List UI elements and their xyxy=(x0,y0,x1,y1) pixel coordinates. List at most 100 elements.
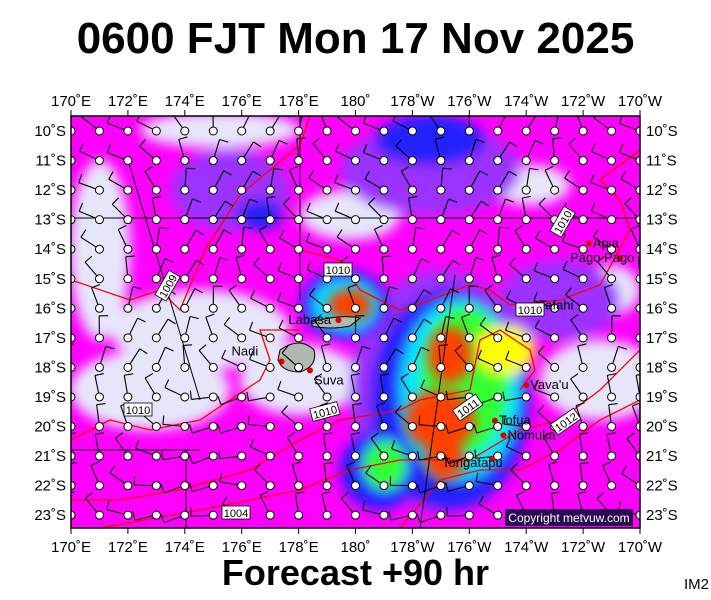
wind-barb xyxy=(71,185,76,195)
wind-barb xyxy=(464,200,490,225)
wind-barb xyxy=(321,491,332,520)
wind-barb xyxy=(624,197,640,225)
wind-barb xyxy=(294,137,306,166)
wind-barb xyxy=(180,198,202,225)
wind-barb xyxy=(334,202,360,225)
wind-barb xyxy=(94,432,105,461)
product-code: IM2 xyxy=(683,576,709,593)
wind-barb xyxy=(561,233,588,254)
wind-barb xyxy=(106,500,133,520)
wind-barb xyxy=(607,345,628,372)
latitude-label: 15˚S xyxy=(34,271,66,288)
wind-barb xyxy=(340,492,360,520)
wind-barb xyxy=(365,465,389,491)
wind-barb xyxy=(533,262,560,284)
latitude-label-right: 15˚S xyxy=(646,271,678,288)
wind-barb xyxy=(364,171,389,195)
isobar-value: 1010 xyxy=(326,265,350,277)
wind-barb xyxy=(228,284,247,313)
wind-barb xyxy=(277,292,304,313)
wind-barb xyxy=(436,315,455,343)
wind-barb xyxy=(71,274,76,284)
copyright-box xyxy=(505,509,633,526)
wind-barb xyxy=(144,166,161,195)
wind-barb xyxy=(208,200,234,225)
wind-barb xyxy=(248,321,275,343)
wind-barb xyxy=(537,345,560,372)
latitude-label: 19˚S xyxy=(34,389,66,406)
map-title: 0600 FJT Mon 17 Nov 2025 xyxy=(76,14,635,63)
place-label: Apia xyxy=(593,235,620,250)
wind-barb xyxy=(577,343,588,372)
place-marker xyxy=(278,358,285,365)
wind-barb xyxy=(630,224,640,254)
wind-barb xyxy=(493,198,515,225)
place-marker xyxy=(491,417,498,424)
latitude-label: 16˚S xyxy=(34,300,66,317)
wind-barb xyxy=(160,481,190,494)
wind-barb xyxy=(590,202,617,225)
forecast-label: Forecast +90 hr xyxy=(221,552,490,593)
wind-barb xyxy=(502,391,531,402)
latitude-label-right: 23˚S xyxy=(646,507,678,524)
longitude-label: 178˚E xyxy=(279,93,319,110)
wind-barb xyxy=(71,126,76,136)
place-marker xyxy=(617,255,624,262)
wind-barb xyxy=(388,510,417,521)
wind-barb xyxy=(221,349,247,372)
latitude-label-right: 18˚S xyxy=(646,359,678,376)
place-label: Nadi xyxy=(232,343,259,358)
longitude-label: 176˚E xyxy=(222,93,262,110)
wind-barb xyxy=(626,432,640,461)
wind-barb xyxy=(454,344,474,372)
wind-barb xyxy=(434,136,446,166)
longitude-label: 178˚W xyxy=(390,93,435,110)
wind-barb xyxy=(464,229,488,254)
wind-barb xyxy=(151,195,162,225)
wind-barb xyxy=(635,303,640,313)
wind-barb xyxy=(71,392,76,402)
wind-barb xyxy=(445,481,474,492)
wind-barb xyxy=(265,195,276,225)
wind-barb xyxy=(464,116,474,136)
wind-barb xyxy=(436,167,452,195)
wind-barb xyxy=(591,143,617,166)
wind-barb xyxy=(313,314,332,343)
isobar-label: 1010 xyxy=(323,262,353,277)
wind-barb xyxy=(94,373,104,402)
wind-barb xyxy=(237,226,253,254)
wind-barb xyxy=(237,141,262,166)
wind-barb xyxy=(379,348,404,372)
wind-barb xyxy=(250,289,275,313)
wind-barb xyxy=(91,284,104,313)
latitude-label: 13˚S xyxy=(34,212,66,229)
latitude-label-right: 16˚S xyxy=(646,300,678,317)
wind-barb xyxy=(308,170,332,195)
wind-barb xyxy=(208,170,232,195)
wind-barb xyxy=(188,451,218,465)
wind-barb xyxy=(379,255,392,284)
place-label: Vava'u xyxy=(530,377,568,392)
isobar-label: 1004 xyxy=(221,505,251,520)
place-label: Tofua xyxy=(499,413,532,428)
wind-barb xyxy=(71,215,76,225)
wind-barb xyxy=(346,461,360,491)
wind-barb xyxy=(109,465,133,491)
wind-barb xyxy=(198,344,218,372)
wind-barb xyxy=(618,143,640,166)
wind-barb xyxy=(464,285,479,313)
wind-barb xyxy=(106,116,133,136)
wind-barb xyxy=(106,144,133,166)
wind-barb xyxy=(291,461,304,491)
wind-barb xyxy=(464,257,485,284)
wind-barb xyxy=(392,116,417,136)
place-label: Tongatapu xyxy=(442,455,503,470)
wind-barb xyxy=(597,255,617,284)
wind-barb xyxy=(94,315,109,343)
wind-barb xyxy=(420,379,446,402)
latitude-label: 14˚S xyxy=(34,241,66,258)
wind-barb xyxy=(309,287,332,313)
wind-barb xyxy=(578,432,589,461)
